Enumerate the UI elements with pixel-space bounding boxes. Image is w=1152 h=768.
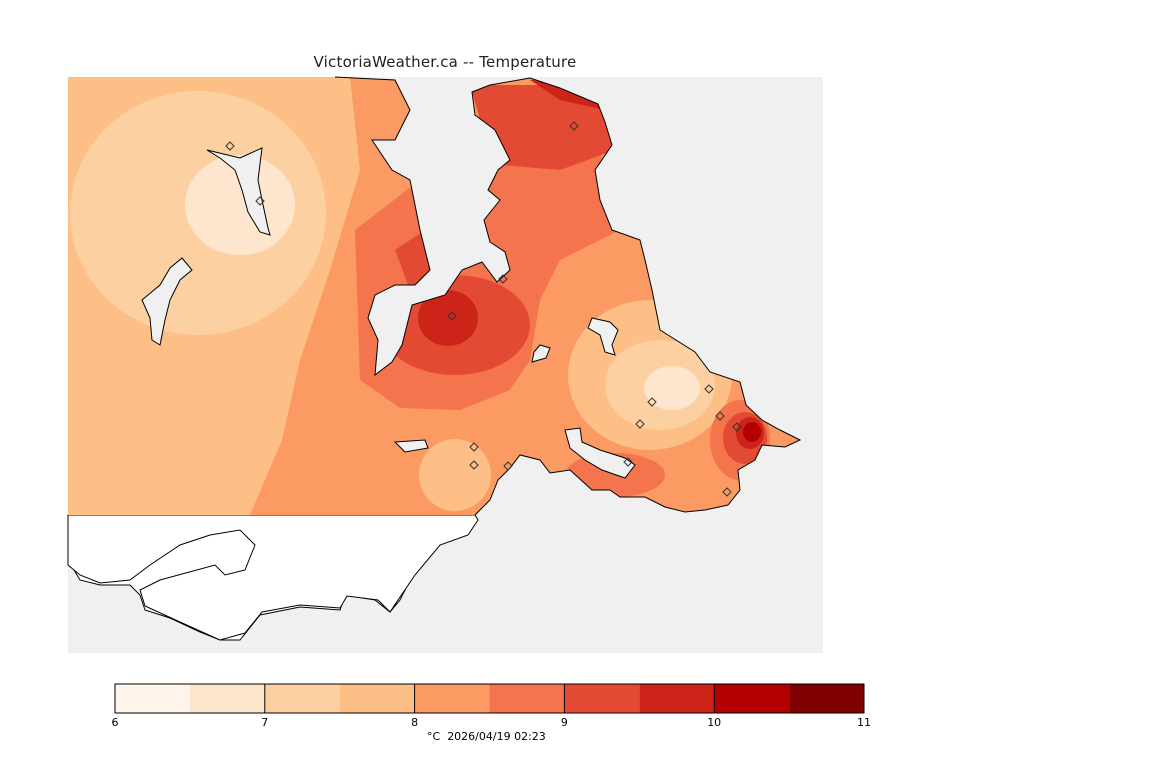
island-south <box>393 439 429 453</box>
lake-north <box>206 147 271 236</box>
colorbar-swatch <box>639 684 715 713</box>
colorbar-swatch <box>489 684 565 713</box>
lake-east <box>587 317 619 356</box>
timestamp: 2026/04/19 02:23 <box>447 730 546 743</box>
colorbar-tick-label: 10 <box>707 716 722 729</box>
colorbar-swatch <box>264 684 340 713</box>
colorbar-swatch <box>714 684 790 713</box>
colorbar-tick-label: 6 <box>111 716 119 729</box>
lake-small <box>531 344 551 363</box>
station-markers <box>225 121 742 497</box>
colorbar-swatch <box>789 684 864 713</box>
map-title: VictoriaWeather.ca -- Temperature <box>313 53 577 71</box>
lake-west <box>141 257 193 346</box>
colorbar-tick-label: 11 <box>857 716 871 729</box>
unit-label: °C <box>427 730 441 743</box>
colorbar-tick-label: 7 <box>261 716 269 729</box>
footer-caption: °C 2026/04/19 02:23 <box>427 730 546 743</box>
colorbar-swatch <box>564 684 640 713</box>
colorbar-swatch <box>189 684 265 713</box>
temperature-field <box>68 77 800 515</box>
inlet-south <box>564 427 636 479</box>
colorbar-swatch <box>414 684 490 713</box>
coastline <box>334 76 802 516</box>
colorbar-swatch <box>339 684 415 713</box>
colorbar-tick-label: 8 <box>411 716 419 729</box>
colorbar-swatch <box>115 684 190 713</box>
colorbar-tick-label: 9 <box>560 716 568 729</box>
colorbar <box>114 683 865 714</box>
land-mask-north-shore <box>67 514 479 641</box>
